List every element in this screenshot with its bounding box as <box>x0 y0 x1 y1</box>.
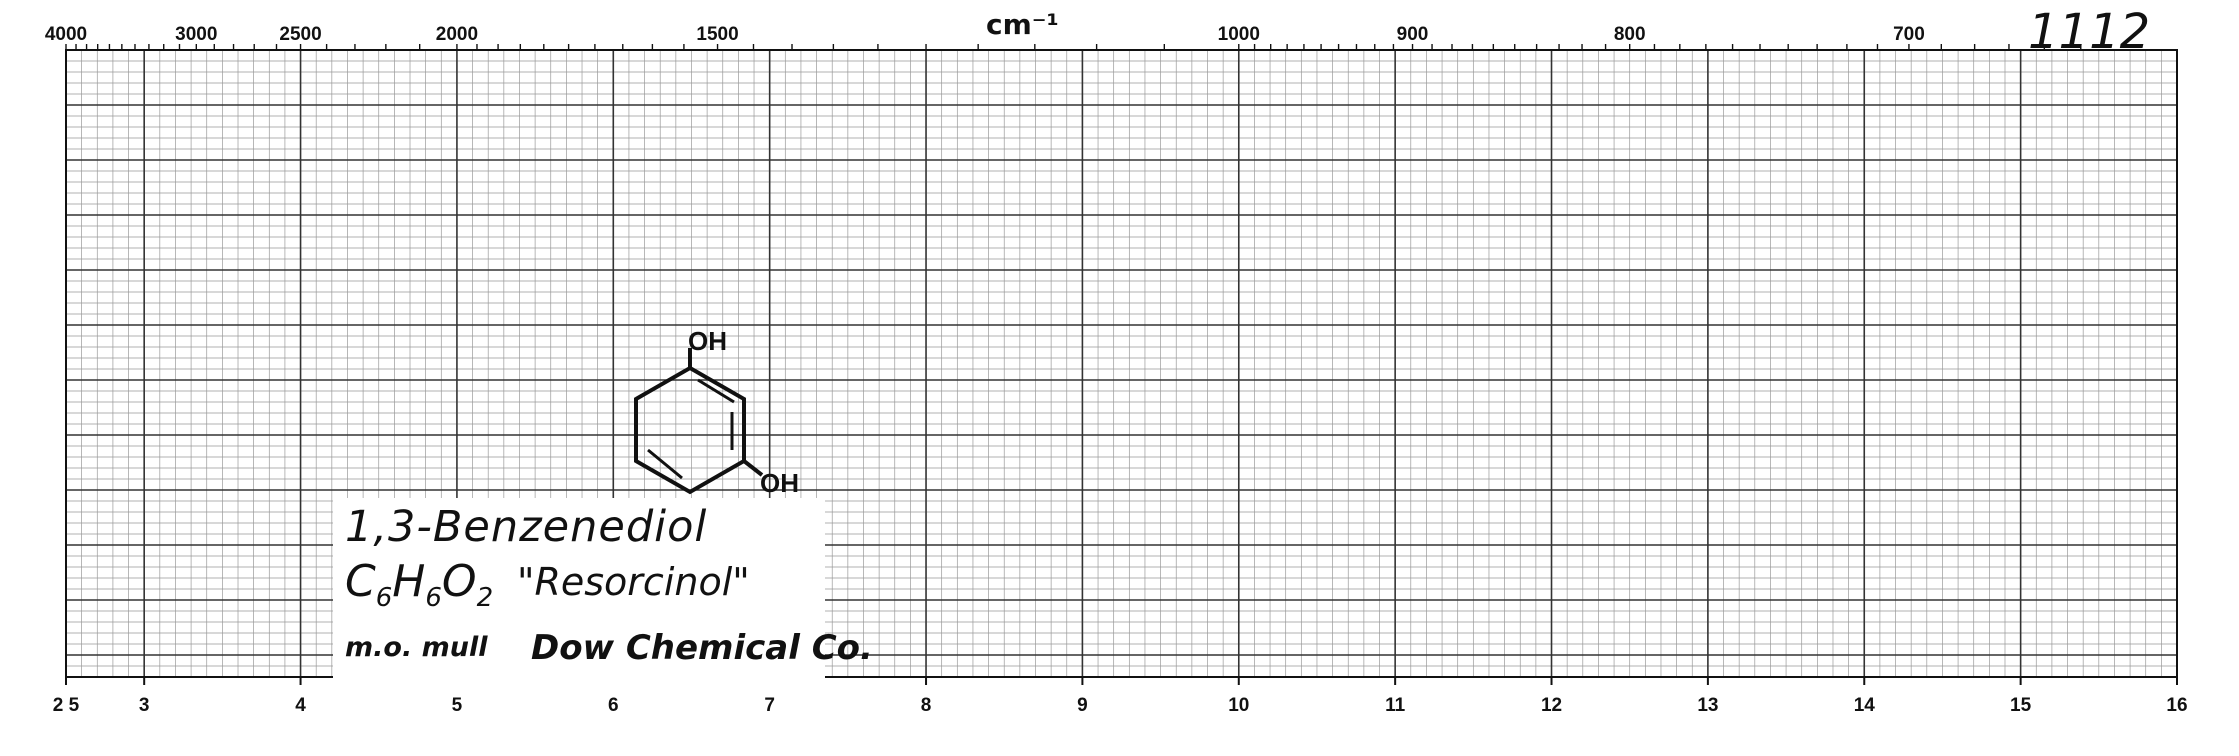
bottom-tick-label: 3 <box>139 695 150 716</box>
bottom-tick-label: 14 <box>1854 695 1876 716</box>
top-tick-label: 3000 <box>175 24 217 45</box>
bottom-tick-label: 9 <box>1077 695 1088 716</box>
resorcinol-structure: OH OH <box>634 326 799 498</box>
top-tick-label: 700 <box>1893 24 1925 45</box>
bottom-tick-label: 6 <box>608 695 619 716</box>
right-tick-label: 0.4 <box>2193 0 2218 4</box>
structure-oh-right: OH <box>760 468 799 498</box>
bottom-tick-label: 7 <box>764 695 775 716</box>
top-tick-label: 2500 <box>279 24 321 45</box>
sample-source: Dow Chemical Co. <box>531 628 873 668</box>
bottom-tick-label: 2 5 <box>53 695 80 716</box>
bottom-tick-label: 10 <box>1228 695 1249 716</box>
bottom-tick-label: 8 <box>921 695 932 716</box>
left-tick-label: 0.5 <box>8 0 33 4</box>
left-tick-label: 0.2 <box>8 0 33 4</box>
structure-oh-top: OH <box>688 326 727 356</box>
molecular-formula: C6H6O2 <box>345 556 494 613</box>
right-tick-label: 0.3 <box>2193 0 2218 4</box>
left-tick-label: 0.4 <box>8 0 33 4</box>
top-tick-label: 4000 <box>45 24 87 45</box>
bottom-tick-label: 15 <box>2010 695 2032 716</box>
right-tick-label: 0.5 <box>2193 0 2218 4</box>
bottom-ticks: 2 5 3 4 5 6 7 8 9 10 11 12 13 14 15 16 <box>53 677 2188 716</box>
bottom-tick-label: 13 <box>1697 695 1718 716</box>
bottom-tick-label: 11 <box>1385 695 1406 716</box>
right-tick-label: 0.2 <box>2193 0 2218 4</box>
left-tick-label: 2.0 <box>8 0 33 4</box>
wavenumber-unit-label: cm⁻¹ <box>986 8 1059 41</box>
bottom-tick-label: 5 <box>452 695 463 716</box>
left-tick-label: 0.3 <box>8 0 33 4</box>
right-ticks: 0.00.10.20.30.40.51.02.0 <box>2193 0 2218 4</box>
common-name: "Resorcinol" <box>517 560 750 604</box>
top-tick-label: 1000 <box>1218 24 1260 45</box>
sample-preparation: m.o. mull <box>345 632 488 663</box>
left-tick-label: 1.0 <box>8 0 33 4</box>
bottom-tick-label: 16 <box>2166 695 2187 716</box>
right-tick-label: 2.0 <box>2193 0 2218 4</box>
bottom-tick-label: 4 <box>295 695 306 716</box>
sheet-number: 1112 <box>2028 4 2151 60</box>
left-ticks: 0.00.10.20.30.40.51.02.0 <box>8 0 33 4</box>
top-tick-label: 1500 <box>696 24 738 45</box>
left-tick-label: 0.1 <box>8 0 33 4</box>
bottom-tick-label: 12 <box>1541 695 1562 716</box>
plot-frame <box>65 49 2178 678</box>
top-ticks: 4000 3000 2500 2000 1500 1000 900 800 700 <box>45 24 2082 50</box>
sample-label-box: 1,3-Benzenediol C6H6O2 "Resorcinol" m.o.… <box>333 498 873 694</box>
compound-name: 1,3-Benzenediol <box>345 502 708 552</box>
right-tick-label: 0.1 <box>2193 0 2218 4</box>
left-tick-label: 0.0 <box>8 0 33 4</box>
right-tick-label: 1.0 <box>2193 0 2218 4</box>
top-tick-label: 800 <box>1614 24 1646 45</box>
top-tick-label: 2000 <box>436 24 478 45</box>
right-tick-label: 0.0 <box>2193 0 2218 4</box>
top-tick-label: 900 <box>1397 24 1429 45</box>
